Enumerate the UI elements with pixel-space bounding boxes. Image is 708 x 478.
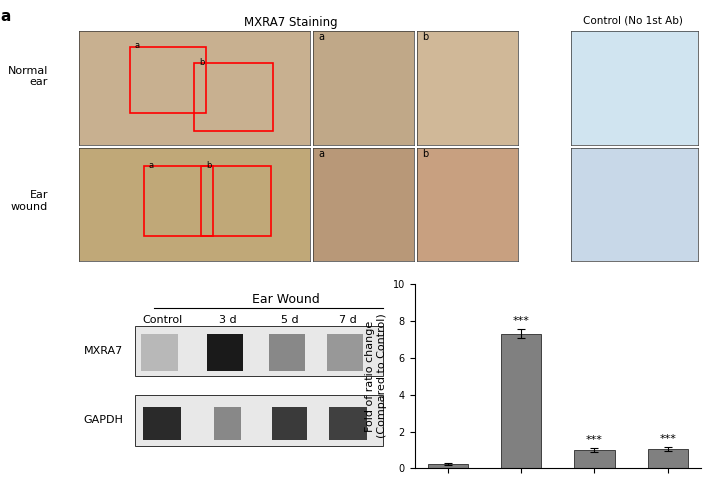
Text: MXRA7 Staining: MXRA7 Staining xyxy=(244,16,338,29)
Bar xyxy=(268,334,305,370)
Bar xyxy=(195,63,273,131)
Text: Ear
wound: Ear wound xyxy=(11,190,48,212)
Bar xyxy=(215,407,241,440)
Text: ***: *** xyxy=(513,316,530,326)
Bar xyxy=(141,334,178,370)
Text: a: a xyxy=(148,161,154,170)
Bar xyxy=(326,334,363,370)
Text: 7 d: 7 d xyxy=(339,315,357,325)
Text: a: a xyxy=(318,32,324,42)
Text: b: b xyxy=(422,149,428,159)
Text: ***: *** xyxy=(659,434,676,444)
Text: MXRA7: MXRA7 xyxy=(84,346,123,356)
Text: Ear Wound: Ear Wound xyxy=(252,293,320,306)
Bar xyxy=(273,407,307,440)
Bar xyxy=(574,450,615,468)
Bar xyxy=(130,47,206,113)
Text: Control: Control xyxy=(142,315,182,325)
Bar xyxy=(648,449,688,468)
Text: 3 d: 3 d xyxy=(219,315,236,325)
Text: a: a xyxy=(318,149,324,159)
Text: 5 d: 5 d xyxy=(281,315,299,325)
Text: a: a xyxy=(0,10,11,24)
Bar xyxy=(428,464,468,468)
Text: a: a xyxy=(135,41,139,50)
Text: ***: *** xyxy=(586,435,603,445)
Bar xyxy=(144,166,213,237)
Text: Normal
ear: Normal ear xyxy=(8,65,48,87)
Text: GAPDH: GAPDH xyxy=(84,414,123,424)
Bar xyxy=(135,326,383,376)
Text: b: b xyxy=(206,161,212,170)
Bar xyxy=(501,334,542,468)
Text: Control (No 1st Ab): Control (No 1st Ab) xyxy=(583,16,683,26)
Y-axis label: Fold of ratio change
(Compared to Control): Fold of ratio change (Compared to Contro… xyxy=(365,314,387,438)
Bar xyxy=(201,166,270,237)
Bar xyxy=(207,334,244,370)
Bar xyxy=(142,407,181,440)
Bar xyxy=(329,407,367,440)
Text: b: b xyxy=(422,32,428,42)
Text: b: b xyxy=(199,58,205,67)
Bar xyxy=(135,394,383,446)
